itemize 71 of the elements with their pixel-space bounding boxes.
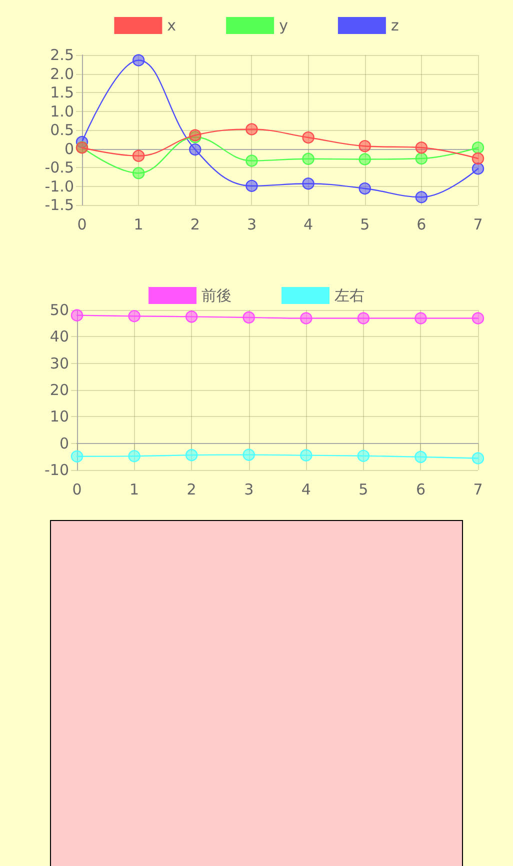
point xyxy=(128,450,140,462)
legend-label: x xyxy=(167,16,176,34)
y-tick-label: 0 xyxy=(64,140,74,158)
y-tick-label: 10 xyxy=(50,408,69,426)
point xyxy=(472,162,484,175)
y-tick-label: 0.5 xyxy=(50,121,74,139)
x-tick-label: 6 xyxy=(416,480,426,498)
point xyxy=(132,54,145,66)
point xyxy=(415,152,428,165)
point xyxy=(70,309,84,322)
point xyxy=(300,449,312,462)
y-tick-label: -0.5 xyxy=(44,158,74,176)
y-tick-label: -1.0 xyxy=(44,177,74,196)
y-tick-label: 20 xyxy=(50,381,69,399)
point xyxy=(185,310,198,323)
point xyxy=(132,167,145,180)
legend-label: y xyxy=(279,16,288,34)
x-tick-label: 3 xyxy=(244,480,254,498)
y-tick-label: 30 xyxy=(50,354,69,372)
x-tick-label: 4 xyxy=(301,480,311,498)
point xyxy=(414,450,427,464)
x-tick-label: 2 xyxy=(190,216,200,234)
y-tick-label: -10 xyxy=(44,461,69,479)
x-tick-label: 5 xyxy=(358,480,368,498)
x-tick-label: 0 xyxy=(77,216,87,234)
x-tick-label: 7 xyxy=(473,480,483,498)
y-tick-label: -1.5 xyxy=(44,196,74,214)
point xyxy=(358,140,371,152)
point xyxy=(302,131,314,144)
point xyxy=(358,182,371,195)
legend-label: 前後 xyxy=(202,286,232,304)
point xyxy=(185,448,198,462)
x-tick-label: 6 xyxy=(416,216,426,234)
y-tick-label: 0 xyxy=(59,434,69,452)
x-tick-label: 4 xyxy=(304,216,314,234)
point xyxy=(246,180,258,192)
point xyxy=(414,312,427,324)
point xyxy=(358,153,371,166)
point xyxy=(128,310,140,322)
point xyxy=(302,152,314,165)
point xyxy=(70,450,84,462)
legend-label: 左右 xyxy=(334,286,364,304)
point xyxy=(189,143,202,156)
x-tick-label: 7 xyxy=(473,216,483,234)
x-tick-label: 2 xyxy=(186,480,196,498)
point xyxy=(472,152,484,165)
y-tick-label: 2.5 xyxy=(50,46,74,64)
y-tick-label: 50 xyxy=(50,301,69,319)
point xyxy=(472,312,484,324)
point xyxy=(415,142,428,154)
x-tick-label: 1 xyxy=(134,216,144,234)
point xyxy=(132,150,145,162)
point xyxy=(246,123,258,136)
y-tick-label: 1.0 xyxy=(50,102,74,120)
point xyxy=(302,178,314,190)
point xyxy=(357,312,370,324)
point xyxy=(472,452,484,464)
point xyxy=(415,191,428,204)
y-tick-label: 1.5 xyxy=(50,84,74,102)
legend-label: z xyxy=(390,16,399,34)
point xyxy=(242,311,255,324)
point xyxy=(246,154,258,167)
x-tick-label: 3 xyxy=(246,216,256,234)
y-tick-label: 2.0 xyxy=(50,64,74,83)
x-tick-label: 5 xyxy=(360,216,370,234)
point xyxy=(472,142,484,154)
y-tick-label: 40 xyxy=(50,328,69,346)
point xyxy=(357,450,370,462)
point xyxy=(242,448,255,461)
point xyxy=(300,312,312,324)
x-tick-label: 1 xyxy=(130,480,140,498)
